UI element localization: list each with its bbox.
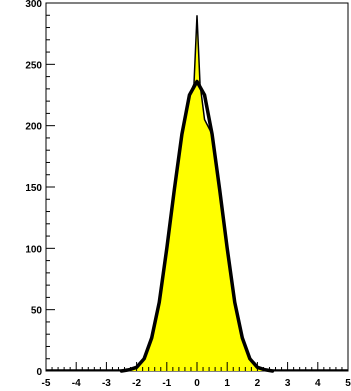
y-tick-label: 250: [25, 60, 42, 71]
x-tick-label: 0: [194, 378, 200, 389]
x-tick-label: -5: [42, 378, 51, 389]
x-tick-label: -2: [132, 378, 141, 389]
x-tick-label: 2: [255, 378, 261, 389]
x-tick-label: -1: [162, 378, 171, 389]
y-tick-label: 200: [25, 122, 42, 133]
y-tick-label: 100: [25, 244, 42, 255]
x-tick-label: 4: [315, 378, 321, 389]
x-tick-label: 5: [345, 378, 351, 389]
x-tick-label: -4: [72, 378, 81, 389]
histogram-layer: [46, 15, 348, 372]
histogram-fill: [121, 15, 273, 372]
y-tick-label: 50: [31, 306, 43, 317]
fit-curve-layer: [119, 79, 275, 373]
x-tick-label: 1: [224, 378, 230, 389]
y-tick-label: 0: [36, 367, 42, 378]
y-tick-label: 150: [25, 183, 42, 194]
y-tick-label: 300: [25, 0, 42, 10]
x-tick-label: 3: [285, 378, 291, 389]
x-tick-label: -3: [102, 378, 111, 389]
fit-curve: [119, 79, 275, 373]
